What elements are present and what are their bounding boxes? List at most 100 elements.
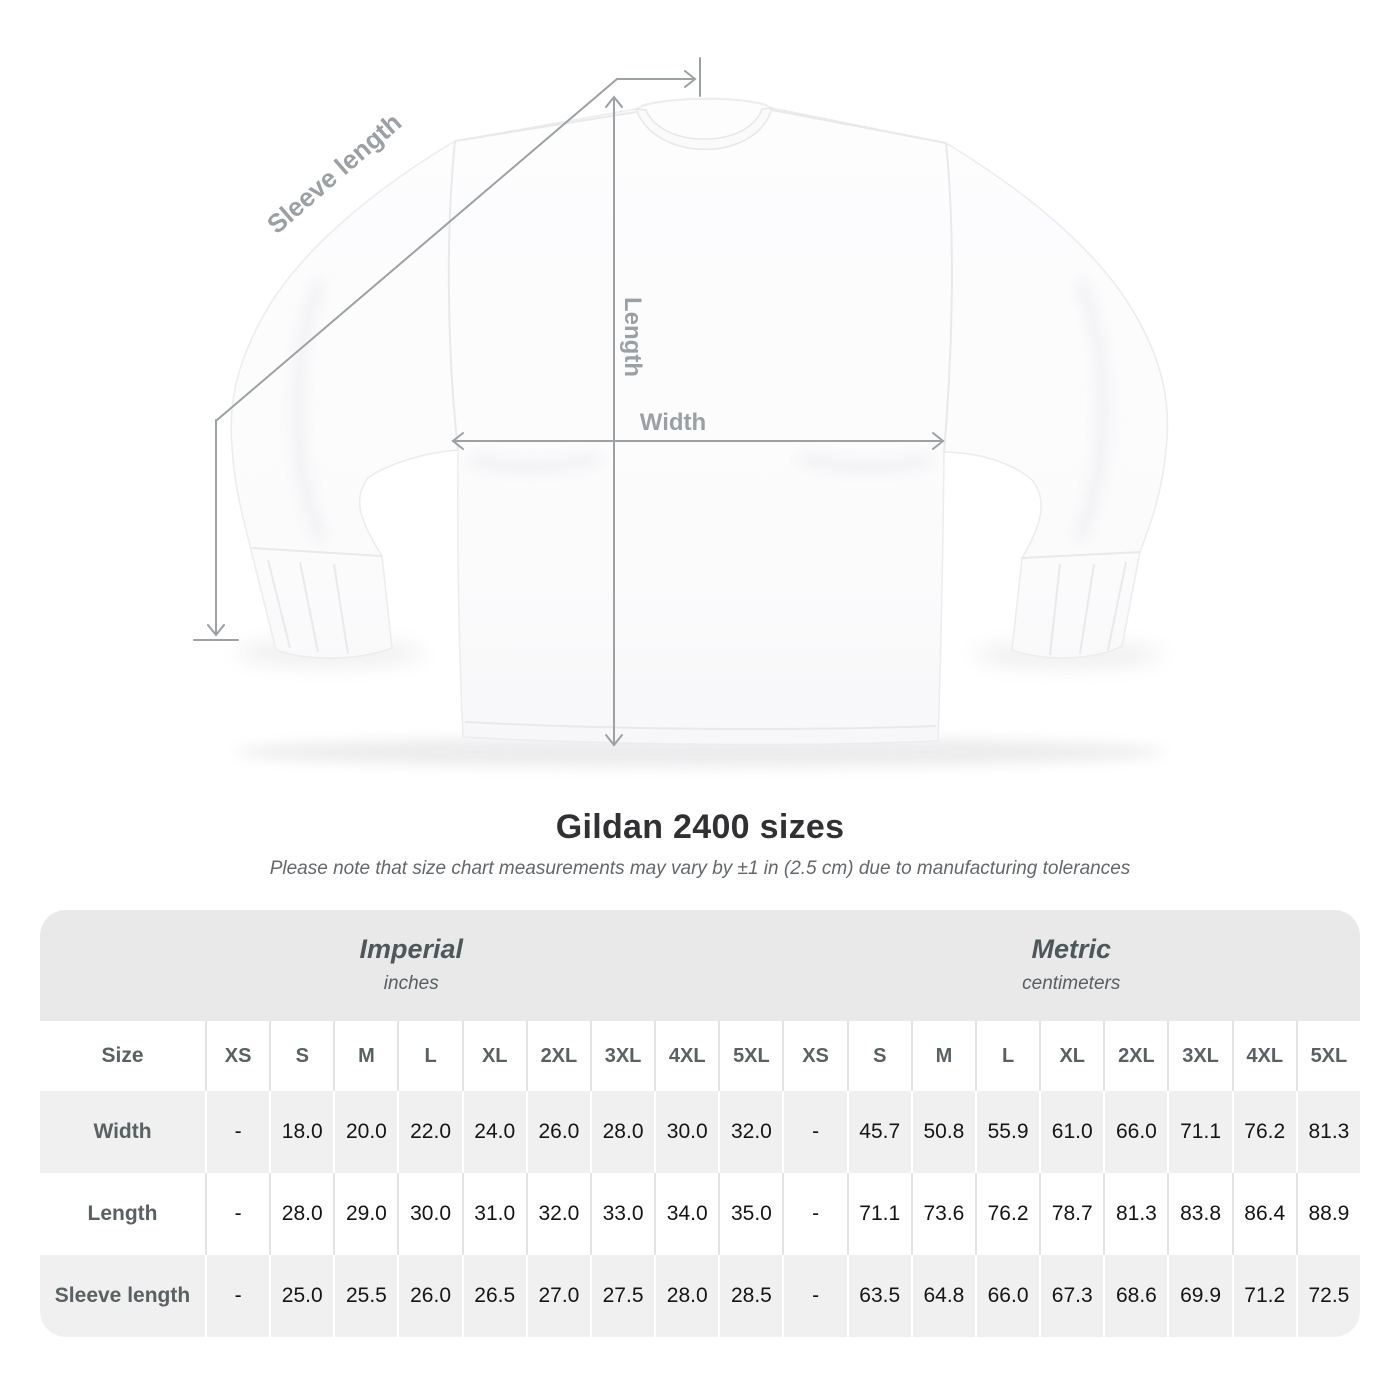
size-cell-imperial: XS xyxy=(205,1021,269,1091)
size-cell-metric: S xyxy=(846,1021,911,1091)
value-cell-imperial: 24.0 xyxy=(461,1091,526,1173)
size-cell-imperial: 3XL xyxy=(589,1021,654,1091)
value-cell-imperial: 35.0 xyxy=(718,1173,782,1255)
size-cell-imperial: 2XL xyxy=(525,1021,590,1091)
size-cell-imperial: 4XL xyxy=(654,1021,718,1091)
size-cell-imperial: XL xyxy=(461,1021,526,1091)
size-cell-metric: M xyxy=(910,1021,975,1091)
value-cell-metric: 64.8 xyxy=(910,1255,975,1337)
sleeve-length-measure-line xyxy=(193,57,701,641)
value-cell-imperial: 32.0 xyxy=(718,1091,782,1173)
value-cell-imperial: 32.0 xyxy=(525,1173,590,1255)
value-cell-metric: 69.9 xyxy=(1167,1255,1231,1337)
unit-header-metric: Metric centimeters xyxy=(783,934,1361,995)
size-cell-imperial: L xyxy=(397,1021,461,1091)
value-cell-imperial: 26.0 xyxy=(397,1255,461,1337)
shirt-illustration: Sleeve length Length Width xyxy=(193,57,1169,767)
value-cell-metric: 78.7 xyxy=(1039,1173,1103,1255)
value-cell-imperial: 29.0 xyxy=(333,1173,397,1255)
value-cell-imperial: 30.0 xyxy=(397,1173,461,1255)
metric-sublabel: centimeters xyxy=(1022,973,1121,994)
value-cell-imperial: 34.0 xyxy=(654,1173,718,1255)
value-cell-metric: - xyxy=(782,1091,846,1173)
value-cell-metric: 66.0 xyxy=(974,1255,1039,1337)
value-cell-imperial: 25.0 xyxy=(269,1255,333,1337)
size-cell-metric: 3XL xyxy=(1167,1021,1231,1091)
row-label: Length xyxy=(87,1202,158,1225)
shirt-body xyxy=(230,97,1169,746)
value-cell-metric: 55.9 xyxy=(974,1091,1039,1173)
size-cell-metric: 5XL xyxy=(1295,1021,1360,1091)
size-header-label: Size xyxy=(101,1044,144,1067)
value-cell-metric: 81.3 xyxy=(1103,1173,1167,1255)
title-block: Gildan 2400 sizes Please note that size … xyxy=(0,808,1400,880)
value-cell-imperial: - xyxy=(205,1091,269,1173)
value-cell-imperial: 18.0 xyxy=(269,1091,333,1173)
value-cell-metric: 50.8 xyxy=(910,1091,975,1173)
length-measure-line xyxy=(605,95,623,747)
length-label: Length xyxy=(619,297,646,377)
page-title: Gildan 2400 sizes xyxy=(555,808,845,846)
value-cell-metric: 76.2 xyxy=(1231,1091,1296,1173)
size-table: Imperial inches Metric centimeters Size … xyxy=(40,910,1360,1337)
value-cell-imperial: 31.0 xyxy=(461,1173,526,1255)
size-cell-metric: XS xyxy=(782,1021,846,1091)
value-cell-metric: 68.6 xyxy=(1103,1255,1167,1337)
value-cell-metric: 76.2 xyxy=(974,1173,1039,1255)
page-subtitle: Please note that size chart measurements… xyxy=(269,858,1131,879)
size-cell-metric: XL xyxy=(1039,1021,1103,1091)
value-cell-imperial: 27.5 xyxy=(589,1255,654,1337)
value-cell-imperial: 33.0 xyxy=(589,1173,654,1255)
value-cell-imperial: 25.5 xyxy=(333,1255,397,1337)
value-cell-imperial: 20.0 xyxy=(333,1091,397,1173)
value-cell-imperial: 28.0 xyxy=(269,1173,333,1255)
size-cell-imperial: 5XL xyxy=(718,1021,782,1091)
size-cell-metric: 4XL xyxy=(1231,1021,1296,1091)
row-label: Sleeve length xyxy=(54,1284,191,1307)
value-cell-imperial: 28.5 xyxy=(718,1255,782,1337)
value-cell-metric: 88.9 xyxy=(1295,1173,1360,1255)
size-cell-imperial: M xyxy=(333,1021,397,1091)
value-cell-imperial: - xyxy=(205,1255,269,1337)
value-cell-imperial: 28.0 xyxy=(654,1255,718,1337)
value-cell-metric: - xyxy=(782,1173,846,1255)
value-cell-metric: 45.7 xyxy=(846,1091,911,1173)
value-cell-metric: 73.6 xyxy=(910,1173,975,1255)
table-row: Length -28.0 29.0 30.0 31.0 32.0 33.0 34.0 35.0-… xyxy=(40,1173,1360,1255)
row-label: Width xyxy=(93,1120,152,1143)
value-cell-metric: 71.2 xyxy=(1231,1255,1296,1337)
size-header-row: Size XS S M L XL 2XL 3XL 4XL 5XL XS S M L XL 2XL 3XL 4XL… xyxy=(40,1021,1360,1091)
value-cell-imperial: 26.5 xyxy=(461,1255,526,1337)
collar xyxy=(634,97,774,150)
shirt-diagram: Sleeve length Length Width xyxy=(193,57,1169,767)
size-cell-imperial: S xyxy=(269,1021,333,1091)
size-cell-metric: 2XL xyxy=(1103,1021,1167,1091)
unit-header-band: Imperial inches Metric centimeters xyxy=(40,910,1360,1021)
value-cell-metric: 67.3 xyxy=(1039,1255,1103,1337)
imperial-label: Imperial xyxy=(359,934,464,964)
value-cell-metric: 86.4 xyxy=(1231,1173,1296,1255)
imperial-sublabel: inches xyxy=(383,973,439,994)
value-cell-imperial: 27.0 xyxy=(525,1255,590,1337)
value-cell-metric: 63.5 xyxy=(846,1255,911,1337)
table-row: Sleeve length -25.0 25.5 26.0 26.5 27.0 27.5 28… xyxy=(40,1255,1360,1337)
value-cell-metric: 61.0 xyxy=(1039,1091,1103,1173)
value-cell-imperial: 22.0 xyxy=(397,1091,461,1173)
value-cell-metric: - xyxy=(782,1255,846,1337)
value-cell-metric: 72.5 xyxy=(1295,1255,1360,1337)
value-cell-imperial: 26.0 xyxy=(525,1091,590,1173)
metric-label: Metric xyxy=(1031,934,1112,964)
value-cell-imperial: - xyxy=(205,1173,269,1255)
size-cell-metric: L xyxy=(974,1021,1039,1091)
width-measure-line xyxy=(451,432,945,450)
value-cell-metric: 81.3 xyxy=(1295,1091,1360,1173)
table-row: Width -18.0 20.0 22.0 24.0 26.0 28.0 30.0 32.0-4… xyxy=(40,1091,1360,1173)
unit-header-imperial: Imperial inches xyxy=(40,934,783,995)
value-cell-metric: 71.1 xyxy=(1167,1091,1231,1173)
fabric-folds xyxy=(290,277,1111,543)
width-label: Width xyxy=(640,409,706,436)
value-cell-metric: 66.0 xyxy=(1103,1091,1167,1173)
value-cell-metric: 83.8 xyxy=(1167,1173,1231,1255)
seams xyxy=(251,109,1141,731)
